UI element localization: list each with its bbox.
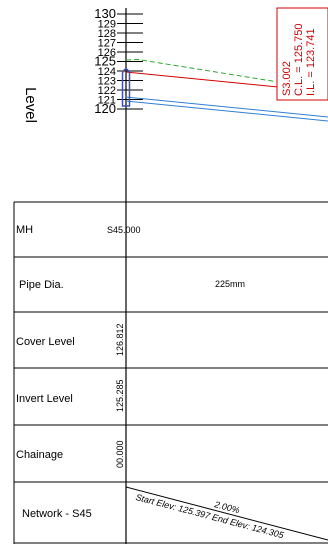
row-label-network: Network - S45	[22, 508, 92, 520]
row-label-mh: MH	[16, 224, 33, 236]
chainage-value: 00.000	[115, 440, 125, 468]
pipe-crown-line	[125, 96, 328, 118]
cover-level-value: 126.812	[115, 323, 125, 356]
row-label-chainage: Chainage	[16, 449, 63, 461]
level-tick-label: 126	[98, 47, 116, 59]
existing-ground-dashed-line	[125, 58, 328, 91]
callout-cover-level: C.L. = 125.750	[293, 24, 305, 96]
network-pipe-slope-line	[125, 486, 328, 541]
level-tick-label: 127	[98, 38, 116, 50]
mh-value: S45.000	[107, 225, 141, 235]
level-tick-label: 122	[98, 85, 116, 97]
callout-invert-level: I.L. = 123.741	[305, 28, 317, 96]
level-tick-label: 129	[98, 19, 116, 31]
row-label-cover-level: Cover Level	[16, 336, 75, 348]
level-tick-label: 130	[94, 6, 116, 21]
pipe-invert-line	[125, 100, 328, 122]
profile-data-table	[13, 201, 328, 544]
level-tick-label: 124	[98, 66, 116, 78]
level-tick-label: 125	[94, 54, 116, 69]
level-tick-label: 123	[98, 76, 116, 88]
level-tick-label: 120	[94, 101, 116, 116]
pipe-diameter-value: 225mm	[215, 279, 245, 289]
row-label-pipe-dia: Pipe Dia.	[19, 279, 64, 291]
network-elevations: Start Elev: 125.397 End Elev: 124.305	[135, 492, 286, 541]
invert-level-value: 125.285	[115, 379, 125, 412]
level-tick-label: 128	[98, 28, 116, 40]
manhole-symbol	[121, 68, 131, 107]
manhole-callout-box	[276, 7, 328, 101]
level-axis-title: Level	[22, 87, 39, 123]
row-label-invert-level: Invert Level	[16, 393, 73, 405]
level-tick-label: 121	[98, 95, 116, 107]
callout-manhole-id: S3.002	[281, 61, 293, 96]
